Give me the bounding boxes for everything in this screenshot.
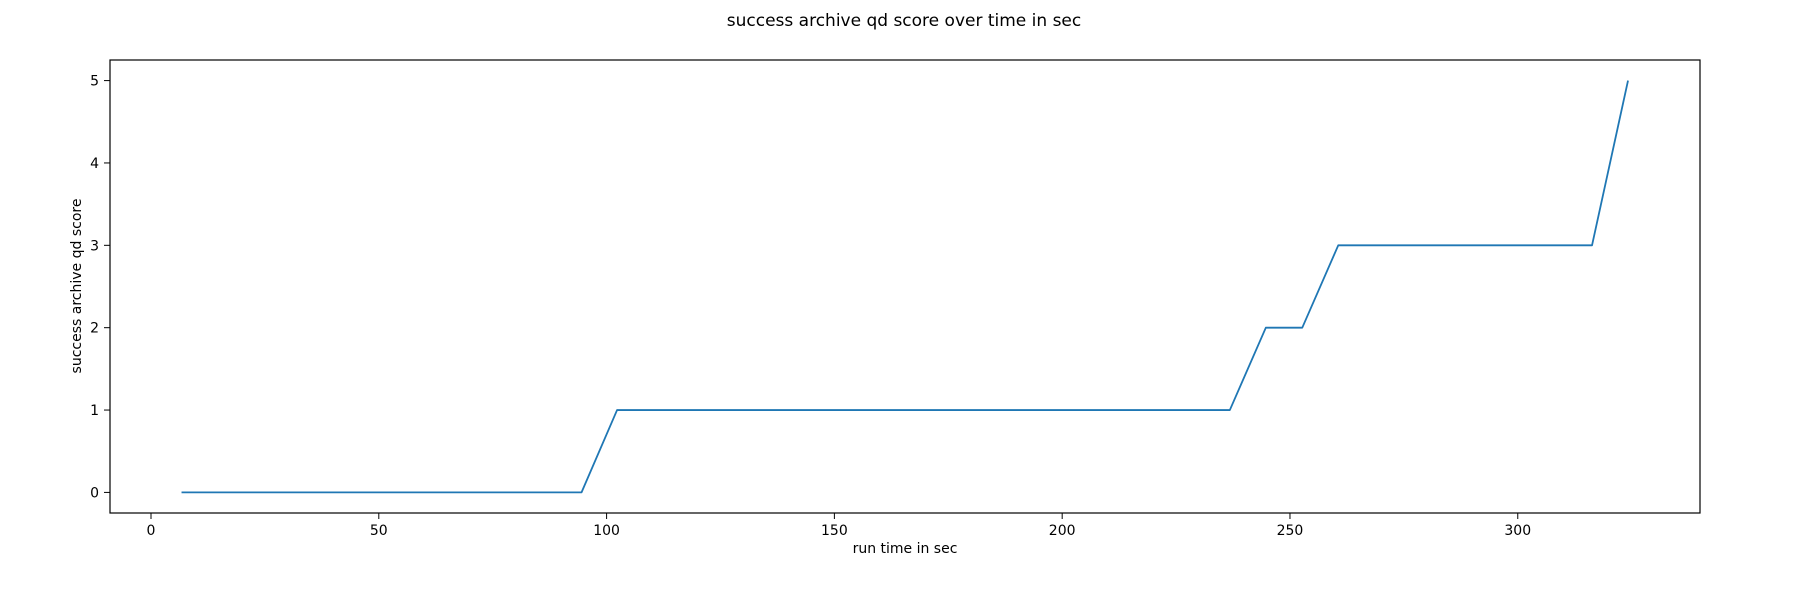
y-tick-label: 2 <box>90 321 99 337</box>
x-tick-label: 100 <box>593 523 620 539</box>
series-line-0 <box>181 80 1629 494</box>
x-tick-label: 0 <box>147 523 156 539</box>
x-tick-label: 200 <box>1049 523 1076 539</box>
plot-area-frame <box>109 59 1701 514</box>
x-axis-title: run time in sec <box>853 541 958 557</box>
y-tick-label: 5 <box>90 74 99 90</box>
y-axis-title: success archive qd score <box>69 199 85 374</box>
x-tick-label: 150 <box>821 523 848 539</box>
x-tick-label: 50 <box>370 523 388 539</box>
y-tick-label: 4 <box>90 156 99 172</box>
y-tick-label: 3 <box>90 238 99 254</box>
y-tick-label: 1 <box>90 403 99 419</box>
y-tick-label: 0 <box>90 485 99 501</box>
y-axis: 0 1 2 3 4 5 <box>90 74 110 501</box>
chart-title: success archive qd score over time in se… <box>727 11 1081 31</box>
x-tick-label: 250 <box>1277 523 1304 539</box>
x-tick-label: 300 <box>1504 523 1531 539</box>
x-axis: 0 50 100 150 200 250 300 <box>147 513 1531 539</box>
